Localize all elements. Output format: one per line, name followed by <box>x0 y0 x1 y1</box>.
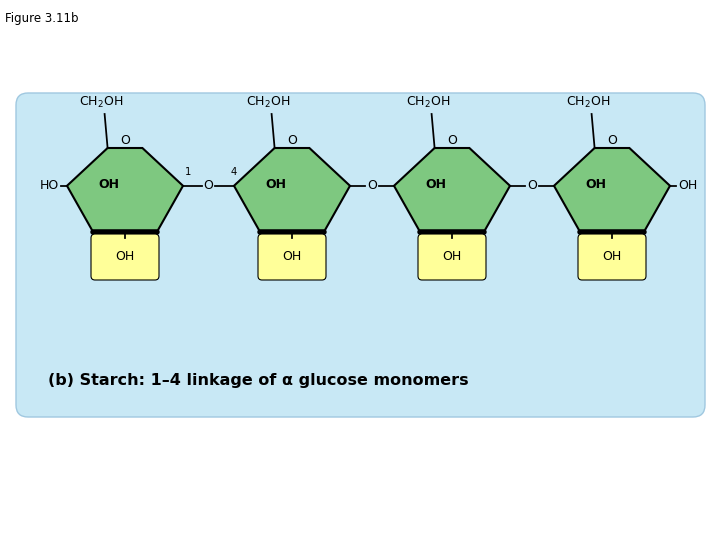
Text: O: O <box>120 134 130 147</box>
Text: CH$_2$OH: CH$_2$OH <box>78 95 122 110</box>
Text: CH$_2$OH: CH$_2$OH <box>405 95 450 110</box>
Text: OH: OH <box>585 178 606 192</box>
Text: O: O <box>287 134 297 147</box>
Text: OH: OH <box>115 251 135 264</box>
Text: O: O <box>204 179 213 192</box>
Text: OH: OH <box>426 178 446 192</box>
FancyBboxPatch shape <box>16 93 705 417</box>
Polygon shape <box>394 148 510 232</box>
FancyBboxPatch shape <box>91 234 159 280</box>
Text: OH: OH <box>98 178 120 192</box>
FancyBboxPatch shape <box>418 234 486 280</box>
Text: 1: 1 <box>185 167 192 177</box>
Polygon shape <box>234 148 350 232</box>
Polygon shape <box>554 148 670 232</box>
Text: 4: 4 <box>231 167 237 177</box>
Text: OH: OH <box>603 251 621 264</box>
Text: (b) Starch: 1–4 linkage of α glucose monomers: (b) Starch: 1–4 linkage of α glucose mon… <box>48 373 469 388</box>
Text: OH: OH <box>282 251 302 264</box>
Text: CH$_2$OH: CH$_2$OH <box>565 95 610 110</box>
Text: HO: HO <box>40 179 59 192</box>
Text: O: O <box>367 179 377 192</box>
Text: O: O <box>447 134 457 147</box>
Text: CH$_2$OH: CH$_2$OH <box>246 95 289 110</box>
Polygon shape <box>67 148 183 232</box>
Text: OH: OH <box>678 179 697 192</box>
FancyBboxPatch shape <box>578 234 646 280</box>
Text: Figure 3.11b: Figure 3.11b <box>5 12 78 25</box>
FancyBboxPatch shape <box>258 234 326 280</box>
Text: OH: OH <box>442 251 462 264</box>
Text: O: O <box>527 179 537 192</box>
Text: O: O <box>607 134 617 147</box>
Text: OH: OH <box>265 178 287 192</box>
